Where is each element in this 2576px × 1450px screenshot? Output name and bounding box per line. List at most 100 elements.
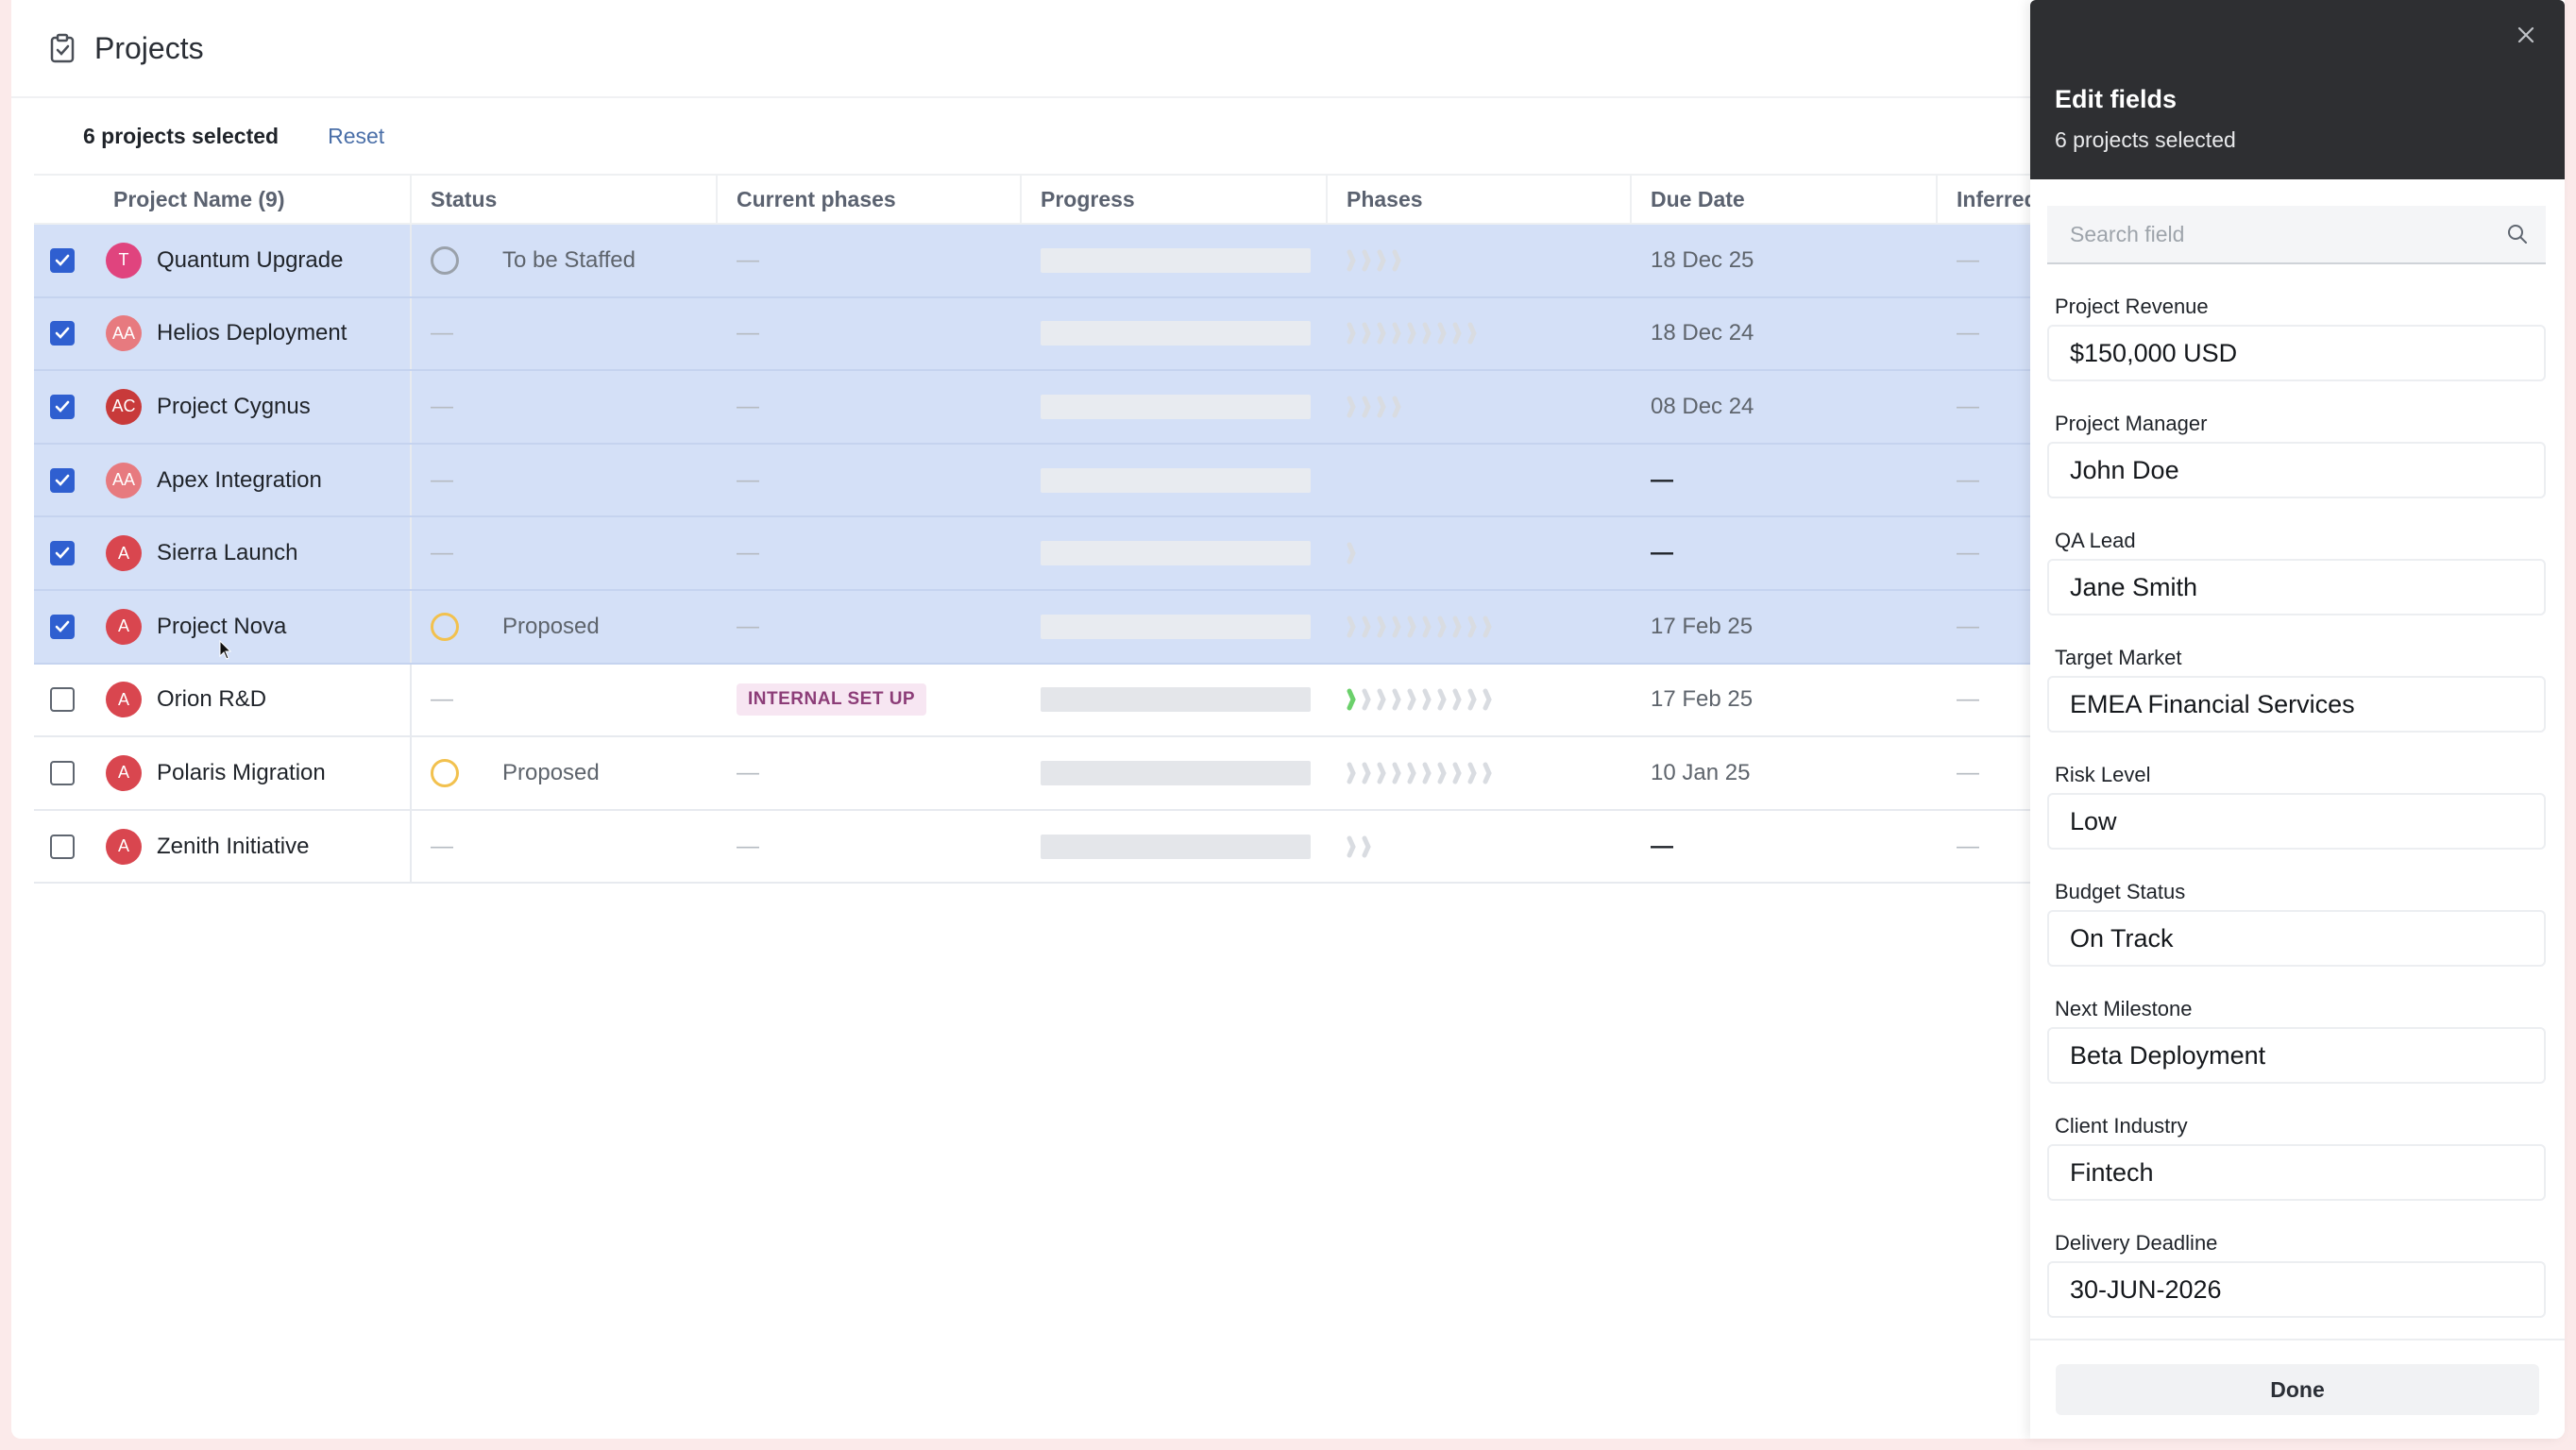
row-checkbox[interactable] [50,321,75,346]
search-input[interactable] [2070,221,2506,247]
row-checkbox[interactable] [50,760,75,785]
progress-bar [1041,467,1311,493]
project-name[interactable]: Apex Integration [157,466,322,493]
status-empty: — [431,686,453,713]
checkmark-icon [55,328,70,340]
project-name[interactable]: Zenith Initiative [157,833,310,859]
phase-empty: — [737,320,759,346]
field-input[interactable]: Low [2047,793,2546,850]
table-row[interactable]: AA Helios Deployment — — 18 Dec 24 — [34,297,2055,372]
project-name[interactable]: Polaris Migration [157,759,326,785]
avatar: AC [106,388,142,425]
table-row[interactable]: A Zenith Initiative — — — — [34,810,2055,885]
inferred-value: — [1957,759,1979,785]
table-row[interactable]: T Quantum Upgrade To be Staffed — 18 Dec 25 — [34,225,2055,298]
status-ring-icon[interactable] [431,758,459,787]
phase-chevron-icon [1377,615,1386,638]
table-row[interactable]: A Project Nova Proposed — 17 Feb 25 — [34,590,2055,665]
phases-indicator [1347,615,1498,638]
field-group: Delivery Deadline 30-JUN-2026 [2047,1201,2546,1318]
phase-chevron-icon [1437,762,1447,784]
status-empty: — [431,393,453,419]
row-checkbox[interactable] [50,247,75,273]
phase-chevron-icon [1377,396,1386,418]
phases-indicator [1347,322,1483,345]
phase-chevron-icon [1347,762,1356,784]
row-checkbox[interactable] [50,614,75,639]
status-ring-icon[interactable] [431,612,459,641]
phase-chevron-icon [1467,322,1477,345]
project-name[interactable]: Project Nova [157,613,287,639]
checkmark-icon [55,400,70,413]
status-ring-icon[interactable] [431,245,459,275]
phase-chevron-icon [1392,615,1401,638]
due-date: — [1651,466,1673,493]
project-name[interactable]: Sierra Launch [157,540,298,566]
column-header-due-date[interactable]: Due Date [1632,176,1938,223]
table-row[interactable]: A Polaris Migration Proposed — 10 Jan 25 — [34,737,2055,811]
row-checkbox[interactable] [50,467,75,493]
table-row[interactable]: AA Apex Integration — — — — [34,444,2055,518]
phase-badge: INTERNAL SET UP [737,683,927,717]
progress-bar [1041,834,1311,859]
project-name[interactable]: Project Cygnus [157,393,311,419]
field-input[interactable]: $150,000 USD [2047,325,2546,381]
column-header-current-phases[interactable]: Current phases [718,176,1022,223]
field-input[interactable]: John Doe [2047,442,2546,498]
field-group: Client Industry Fintech [2047,1084,2546,1201]
selection-bar: 6 projects selected Reset [11,98,2032,174]
table-header: Project Name (9) Status Current phases P… [34,174,2055,225]
row-checkbox[interactable] [50,541,75,566]
checkmark-icon [55,620,70,632]
row-checkbox[interactable] [50,394,75,419]
due-date: 10 Jan 25 [1651,759,1751,785]
column-header-phases[interactable]: Phases [1328,176,1632,223]
row-checkbox[interactable] [50,687,75,713]
phase-chevron-icon [1377,249,1386,272]
phase-chevron-icon [1452,688,1462,711]
column-header-inferred[interactable]: Inferred [1957,186,2038,211]
phase-empty: — [737,246,759,273]
field-input[interactable]: Fintech [2047,1144,2546,1201]
phases-indicator [1347,762,1498,784]
phase-chevron-icon [1483,762,1492,784]
column-header-status[interactable]: Status [412,176,718,223]
field-input[interactable]: EMEA Financial Services [2047,676,2546,733]
field-label: Risk Level [2055,763,2151,786]
avatar: A [106,754,142,791]
field-group: Project Manager John Doe [2047,381,2546,498]
checkmark-icon [55,474,70,486]
search-icon[interactable] [2506,223,2529,245]
phases-indicator [1347,688,1498,711]
table-row[interactable]: AC Project Cygnus — — 08 Dec 24 — [34,371,2055,445]
phases-indicator [1347,835,1377,858]
row-checkbox[interactable] [50,834,75,859]
column-header-progress[interactable]: Progress [1022,176,1328,223]
field-input[interactable]: On Track [2047,910,2546,967]
table-row[interactable]: A Orion R&D — INTERNAL SET UP 17 Feb 25 — [34,664,2055,738]
column-header-name[interactable]: Project Name (9) [91,176,412,223]
phase-chevron-icon [1392,688,1401,711]
reset-link[interactable]: Reset [328,123,385,148]
phase-chevron-icon [1437,688,1447,711]
checkmark-icon [55,254,70,266]
field-input[interactable]: Beta Deployment [2047,1027,2546,1084]
project-name[interactable]: Helios Deployment [157,320,347,346]
phases-indicator [1347,542,1362,565]
field-input[interactable]: Jane Smith [2047,559,2546,615]
project-name[interactable]: Orion R&D [157,686,267,713]
search-field-wrapper [2047,206,2546,264]
close-icon[interactable] [2516,25,2536,45]
phase-chevron-icon [1407,762,1416,784]
field-group: QA Lead Jane Smith [2047,498,2546,615]
phase-chevron-icon [1422,762,1432,784]
header-select [34,176,91,223]
inferred-value: — [1957,466,1979,493]
table-row[interactable]: A Sierra Launch — — — — [34,517,2055,591]
field-input[interactable]: 30-JUN-2026 [2047,1261,2546,1318]
phase-chevron-icon [1392,396,1401,418]
phase-chevron-icon [1452,615,1462,638]
phase-chevron-icon [1467,615,1477,638]
project-name[interactable]: Quantum Upgrade [157,246,344,273]
done-button[interactable]: Done [2056,1364,2539,1415]
